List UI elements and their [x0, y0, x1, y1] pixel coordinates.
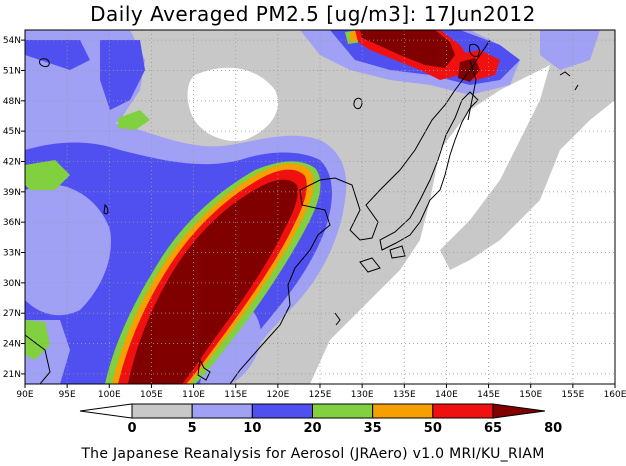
lon-tick-label: 90E	[16, 390, 33, 400]
lon-tick-label: 105E	[140, 390, 163, 400]
lat-tick-label: 24N	[3, 340, 21, 350]
colorbar-segment	[131, 403, 193, 419]
lon-tick-label: 95E	[59, 390, 76, 400]
latitude-axis: 54N 51N 48N 45N 42N 39N 36N 33N 30N 27N 24N 21N	[3, 36, 25, 380]
lon-tick-label: 145E	[477, 390, 500, 400]
colorbar-label: 50	[424, 421, 442, 436]
lon-tick-label: 155E	[561, 390, 584, 400]
grid-lines	[25, 30, 615, 384]
lat-tick-label: 27N	[3, 309, 21, 319]
colorbar-segment	[191, 403, 253, 419]
colorbar-segment	[251, 403, 313, 419]
lat-tick-label: 21N	[3, 370, 21, 380]
lon-tick-label: 120E	[266, 390, 289, 400]
colorbar-segment	[312, 403, 374, 419]
lon-tick-label: 115E	[224, 390, 247, 400]
coastlines	[25, 39, 579, 384]
colorbar: 0 5 10 20 35 50 65 80	[79, 403, 562, 436]
colorbar-label: 20	[303, 421, 321, 436]
lon-tick-label: 110E	[182, 390, 205, 400]
lat-tick-label: 36N	[3, 218, 21, 228]
lon-tick-label: 125E	[309, 390, 332, 400]
lat-tick-label: 33N	[3, 249, 21, 259]
lon-tick-label: 100E	[98, 390, 121, 400]
lat-tick-label: 54N	[3, 36, 21, 46]
colorbar-segment	[79, 403, 133, 419]
colorbar-label: 5	[188, 421, 197, 436]
band-80-plus	[128, 179, 298, 384]
lat-tick-label: 51N	[3, 66, 21, 76]
colorbar-label: 0	[127, 421, 136, 436]
lat-tick-label: 42N	[3, 157, 21, 167]
lon-tick-label: 150E	[519, 390, 542, 400]
colorbar-segment	[432, 403, 494, 419]
lat-tick-label: 48N	[3, 97, 21, 107]
colorbar-label: 65	[484, 421, 502, 436]
lon-tick-label: 160E	[604, 390, 626, 400]
colorbar-label: 10	[243, 421, 261, 436]
colorbar-label: 80	[544, 421, 562, 436]
lat-tick-label: 39N	[3, 188, 21, 198]
lon-tick-label: 130E	[351, 390, 374, 400]
lon-tick-label: 135E	[393, 390, 416, 400]
colorbar-label: 35	[364, 421, 382, 436]
lat-tick-label: 45N	[3, 127, 21, 137]
longitude-axis: 90E 95E 100E 105E 110E 115E 120E 125E 130E 135E 14…	[16, 384, 626, 400]
colorbar-segment	[492, 403, 546, 419]
map-title: Daily Averaged PM2.5 [ug/m3]: 17Jun2012	[90, 2, 536, 26]
colorbar-segment	[372, 403, 434, 419]
lon-tick-label: 140E	[435, 390, 458, 400]
lat-tick-label: 30N	[3, 279, 21, 289]
caption: The Japanese Reanalysis for Aerosol (JRA…	[81, 446, 545, 462]
